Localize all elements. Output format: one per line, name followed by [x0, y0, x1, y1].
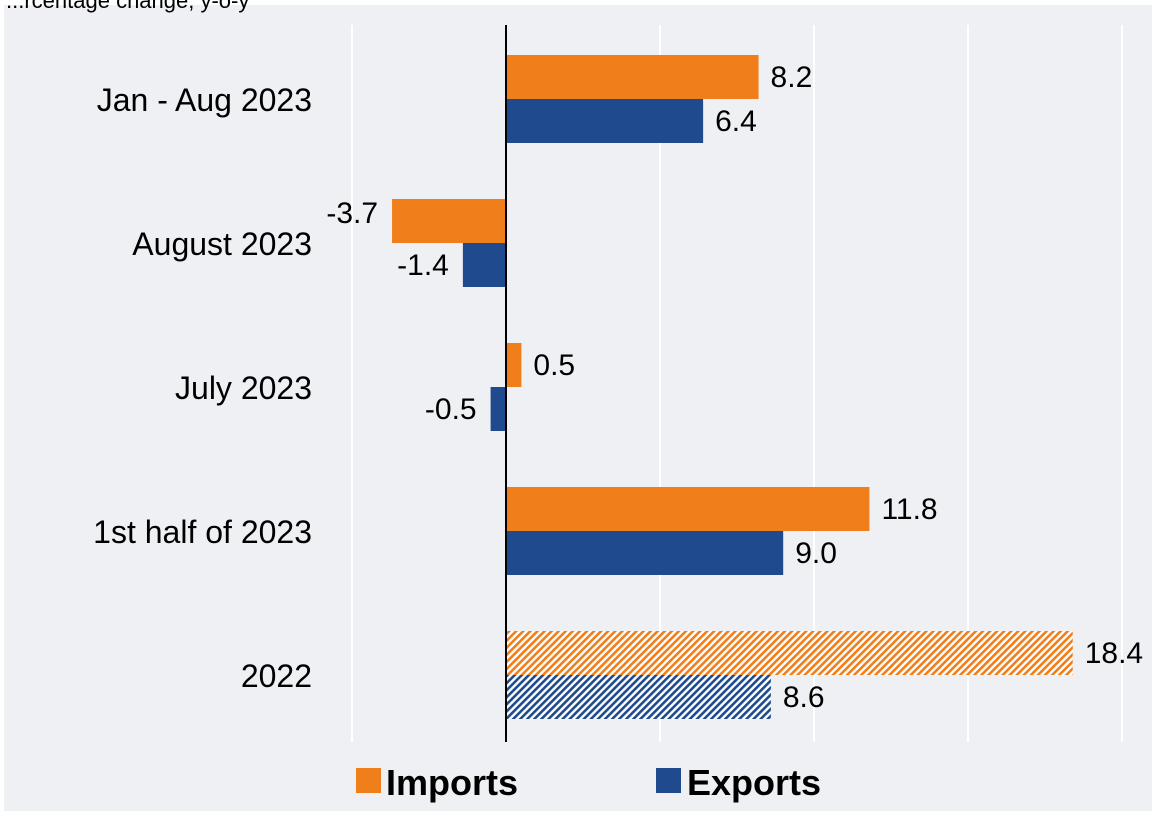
- bar-exports-july-2023: [490, 387, 506, 431]
- bar-exports-jan-aug-2023: [506, 99, 704, 143]
- bar-imports-2022: [506, 631, 1073, 675]
- bar-imports-august-2023: [392, 199, 506, 243]
- category-label-august-2023: August 2023: [132, 226, 312, 262]
- labels: Jan - Aug 2023 8.2 6.4 August 2023 -3.7 -1.4 J…: [93, 61, 1143, 714]
- value-label-imports-2022: 18.4: [1085, 637, 1143, 670]
- bar-exports-1st-half-of-2023: [506, 531, 784, 575]
- bar-imports-1st-half-of-2023: [506, 487, 870, 531]
- grid-lines: [351, 25, 1123, 742]
- legend-swatch-imports: [356, 768, 381, 793]
- value-label-exports-july-2023: -0.5: [425, 393, 477, 426]
- bar-exports-2022: [506, 675, 771, 719]
- value-label-imports-jan-aug-2023: 8.2: [771, 61, 813, 94]
- value-label-exports-2022: 8.6: [783, 681, 825, 714]
- category-label-jan-aug-2023: Jan - Aug 2023: [97, 82, 312, 118]
- category-label-july-2023: July 2023: [175, 370, 312, 406]
- legend-label-imports: Imports: [386, 762, 518, 803]
- bar-imports-jan-aug-2023: [506, 55, 759, 99]
- category-label-2022: 2022: [241, 658, 312, 694]
- value-label-exports-jan-aug-2023: 6.4: [715, 105, 757, 138]
- value-label-exports-1st-half-of-2023: 9.0: [795, 537, 837, 570]
- bar-imports-july-2023: [506, 343, 522, 387]
- legend-swatch-exports: [656, 768, 681, 793]
- bars: [392, 55, 1073, 719]
- category-label-1st-half-of-2023: 1st half of 2023: [93, 514, 312, 550]
- legend-label-exports: Exports: [687, 762, 821, 803]
- header-text: ...rcentage change, y-o-y: [6, 0, 250, 13]
- value-label-imports-july-2023: 0.5: [533, 349, 575, 382]
- value-label-imports-august-2023: -3.7: [326, 197, 378, 230]
- legend: Imports Exports: [356, 762, 821, 803]
- value-label-imports-1st-half-of-2023: 11.8: [881, 493, 937, 526]
- bar-exports-august-2023: [462, 243, 506, 287]
- value-label-exports-august-2023: -1.4: [397, 249, 449, 282]
